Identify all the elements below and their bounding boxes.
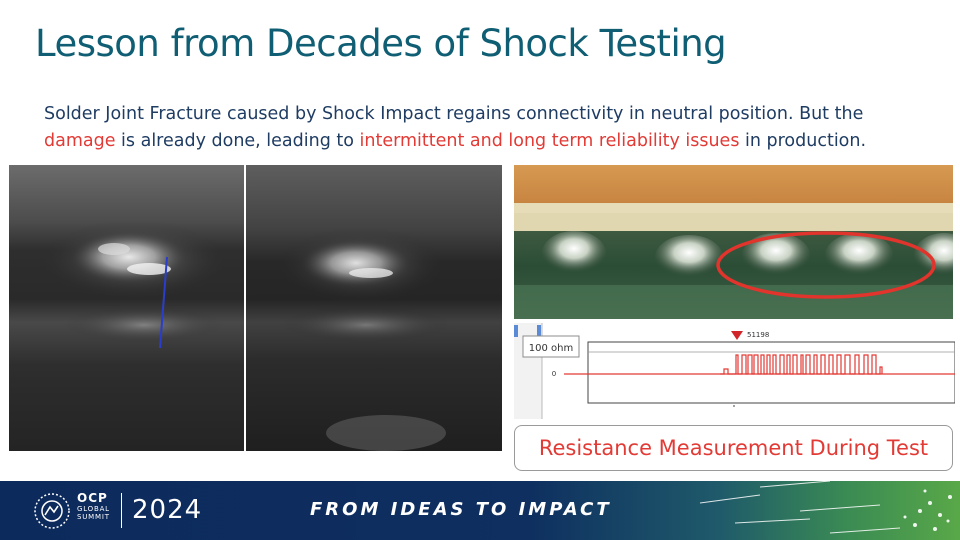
ocp-sub2: SUMMIT: [77, 513, 110, 521]
marker-triangle-icon: [731, 331, 743, 340]
xray-photo-left: [9, 165, 244, 451]
ocp-logo-icon: [34, 493, 70, 529]
subtitle-issues: intermittent and long term reliability i…: [359, 131, 740, 151]
chart-caption: Resistance Measurement During Test: [538, 436, 929, 460]
footer-banner: OCP GLOBAL SUMMIT 2024 FROM IDEAS TO IMP…: [0, 481, 960, 540]
subtitle-damage: damage: [44, 131, 116, 151]
subtitle-part2: is already done, leading to: [115, 131, 360, 151]
ocp-sub1: GLOBAL: [77, 505, 110, 513]
slide-subtitle: Solder Joint Fracture caused by Shock Im…: [44, 101, 924, 155]
subtitle-part1: Solder Joint Fracture caused by Shock Im…: [44, 104, 864, 124]
slide-title: Lesson from Decades of Shock Testing: [35, 22, 727, 65]
footer-divider: [121, 493, 122, 528]
chart-y-label: 100 ohm: [529, 343, 573, 354]
footer-year: 2024: [132, 495, 203, 525]
ocp-brand: OCP: [77, 491, 108, 505]
resistance-chart: 100 ohm 0 51198: [514, 323, 956, 419]
footer-tagline: FROM IDEAS TO IMPACT: [310, 499, 612, 520]
solder-cross-section-photo: [514, 165, 953, 319]
chart-zero-label: 0: [552, 370, 556, 378]
xray-photo-right: [246, 165, 502, 451]
ocp-wordmark: OCP GLOBAL SUMMIT: [77, 491, 110, 522]
subtitle-part3: in production.: [739, 131, 867, 151]
chart-marker-label: 51198: [747, 331, 769, 339]
chart-caption-box: Resistance Measurement During Test: [514, 425, 953, 471]
